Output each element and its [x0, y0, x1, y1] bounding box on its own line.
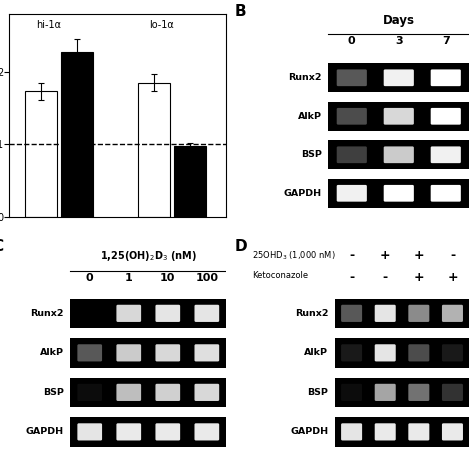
Text: Runx2: Runx2 — [295, 309, 328, 318]
Bar — [70, 338, 227, 368]
Bar — [70, 299, 227, 328]
FancyBboxPatch shape — [337, 146, 367, 163]
FancyBboxPatch shape — [117, 384, 141, 401]
Bar — [70, 378, 227, 407]
Text: GAPDH: GAPDH — [283, 189, 322, 198]
Bar — [25, 92, 57, 217]
FancyBboxPatch shape — [77, 344, 102, 361]
Bar — [328, 140, 469, 169]
FancyBboxPatch shape — [194, 423, 219, 440]
Bar — [174, 146, 206, 217]
Text: +: + — [413, 249, 424, 262]
Text: 25OHD$_3$ (1,000 nM): 25OHD$_3$ (1,000 nM) — [252, 249, 336, 261]
FancyBboxPatch shape — [375, 423, 396, 440]
FancyBboxPatch shape — [383, 69, 414, 86]
Text: B: B — [235, 4, 246, 19]
FancyBboxPatch shape — [194, 344, 219, 361]
FancyBboxPatch shape — [155, 384, 180, 401]
FancyBboxPatch shape — [375, 384, 396, 401]
FancyBboxPatch shape — [431, 146, 461, 163]
Text: hi-1α: hi-1α — [36, 20, 62, 30]
Text: Runx2: Runx2 — [30, 309, 64, 318]
Text: -: - — [450, 249, 455, 262]
FancyBboxPatch shape — [408, 423, 429, 440]
Text: lo-1α: lo-1α — [149, 20, 174, 30]
Text: 1,25(OH)$_2$D$_3$ (nM): 1,25(OH)$_2$D$_3$ (nM) — [100, 249, 197, 263]
FancyBboxPatch shape — [337, 108, 367, 125]
FancyBboxPatch shape — [77, 423, 102, 440]
Bar — [138, 83, 170, 217]
FancyBboxPatch shape — [194, 384, 219, 401]
Bar — [328, 102, 469, 131]
FancyBboxPatch shape — [77, 384, 102, 401]
FancyBboxPatch shape — [383, 185, 414, 202]
Text: BSP: BSP — [308, 388, 328, 397]
Text: 1: 1 — [125, 273, 133, 283]
FancyBboxPatch shape — [383, 108, 414, 125]
FancyBboxPatch shape — [383, 146, 414, 163]
FancyBboxPatch shape — [341, 423, 362, 440]
Text: AlkP: AlkP — [298, 112, 322, 121]
Text: 100: 100 — [195, 273, 219, 283]
Text: -: - — [383, 271, 388, 284]
FancyBboxPatch shape — [337, 69, 367, 86]
Bar — [70, 417, 227, 447]
Text: -: - — [349, 249, 354, 262]
FancyBboxPatch shape — [431, 108, 461, 125]
Text: 7: 7 — [442, 36, 450, 46]
Text: -: - — [349, 271, 354, 284]
FancyBboxPatch shape — [408, 344, 429, 361]
Text: 3: 3 — [395, 36, 402, 46]
FancyBboxPatch shape — [155, 344, 180, 361]
Bar — [335, 338, 469, 368]
Bar — [335, 299, 469, 328]
Text: Runx2: Runx2 — [288, 73, 322, 82]
FancyBboxPatch shape — [117, 305, 141, 322]
Text: 0: 0 — [348, 36, 356, 46]
Text: Days: Days — [383, 14, 415, 27]
Bar — [335, 378, 469, 407]
FancyBboxPatch shape — [341, 344, 362, 361]
FancyBboxPatch shape — [155, 305, 180, 322]
Text: +: + — [413, 271, 424, 284]
Text: D: D — [235, 239, 247, 254]
FancyBboxPatch shape — [117, 423, 141, 440]
Bar — [328, 179, 469, 208]
Text: Ketoconazole: Ketoconazole — [252, 271, 309, 280]
FancyBboxPatch shape — [375, 305, 396, 322]
FancyBboxPatch shape — [431, 185, 461, 202]
Text: AlkP: AlkP — [304, 348, 328, 358]
FancyBboxPatch shape — [375, 344, 396, 361]
FancyBboxPatch shape — [117, 344, 141, 361]
FancyBboxPatch shape — [341, 384, 362, 401]
Text: AlkP: AlkP — [40, 348, 64, 358]
Bar — [62, 52, 93, 217]
Text: 0: 0 — [86, 273, 93, 283]
Text: GAPDH: GAPDH — [290, 427, 328, 436]
FancyBboxPatch shape — [408, 384, 429, 401]
Bar — [335, 417, 469, 447]
FancyBboxPatch shape — [408, 305, 429, 322]
Text: +: + — [447, 271, 458, 284]
Text: C: C — [0, 239, 3, 254]
FancyBboxPatch shape — [442, 344, 463, 361]
Bar — [328, 63, 469, 92]
Text: BSP: BSP — [301, 150, 322, 159]
FancyBboxPatch shape — [155, 423, 180, 440]
FancyBboxPatch shape — [442, 305, 463, 322]
FancyBboxPatch shape — [337, 185, 367, 202]
FancyBboxPatch shape — [442, 423, 463, 440]
Text: +: + — [380, 249, 391, 262]
FancyBboxPatch shape — [431, 69, 461, 86]
Text: GAPDH: GAPDH — [26, 427, 64, 436]
FancyBboxPatch shape — [194, 305, 219, 322]
Text: 10: 10 — [160, 273, 175, 283]
FancyBboxPatch shape — [341, 305, 362, 322]
Text: BSP: BSP — [43, 388, 64, 397]
FancyBboxPatch shape — [442, 384, 463, 401]
